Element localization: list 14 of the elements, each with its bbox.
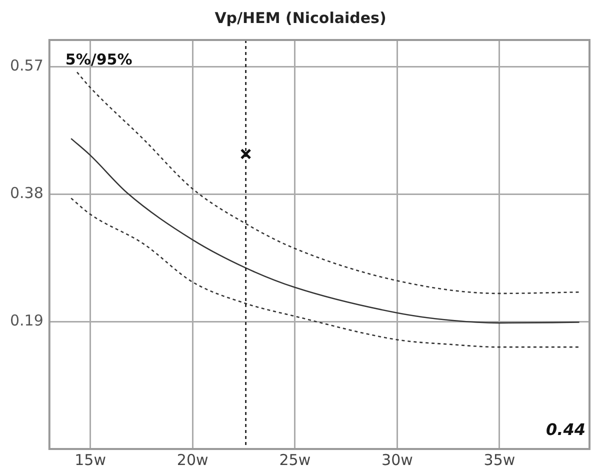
x-tick-label: 35w (484, 450, 516, 469)
y-tick-label: 0.19 (10, 311, 44, 330)
annotation: 5%/95% (65, 50, 132, 68)
chart-title: Vp/HEM (Nicolaides) (214, 8, 386, 27)
y-tick-label: 0.57 (10, 56, 44, 75)
annotation: 0.44 (546, 420, 586, 440)
x-tick-label: 20w (176, 450, 208, 469)
y-tick-label: 0.38 (10, 184, 44, 202)
x-tick-label: 15w (74, 450, 106, 469)
x-tick-label: 30w (382, 450, 413, 469)
line-series (76, 72, 580, 294)
line-series (70, 138, 580, 324)
x-tick-label: 25w (279, 450, 311, 469)
line-series (70, 198, 580, 348)
